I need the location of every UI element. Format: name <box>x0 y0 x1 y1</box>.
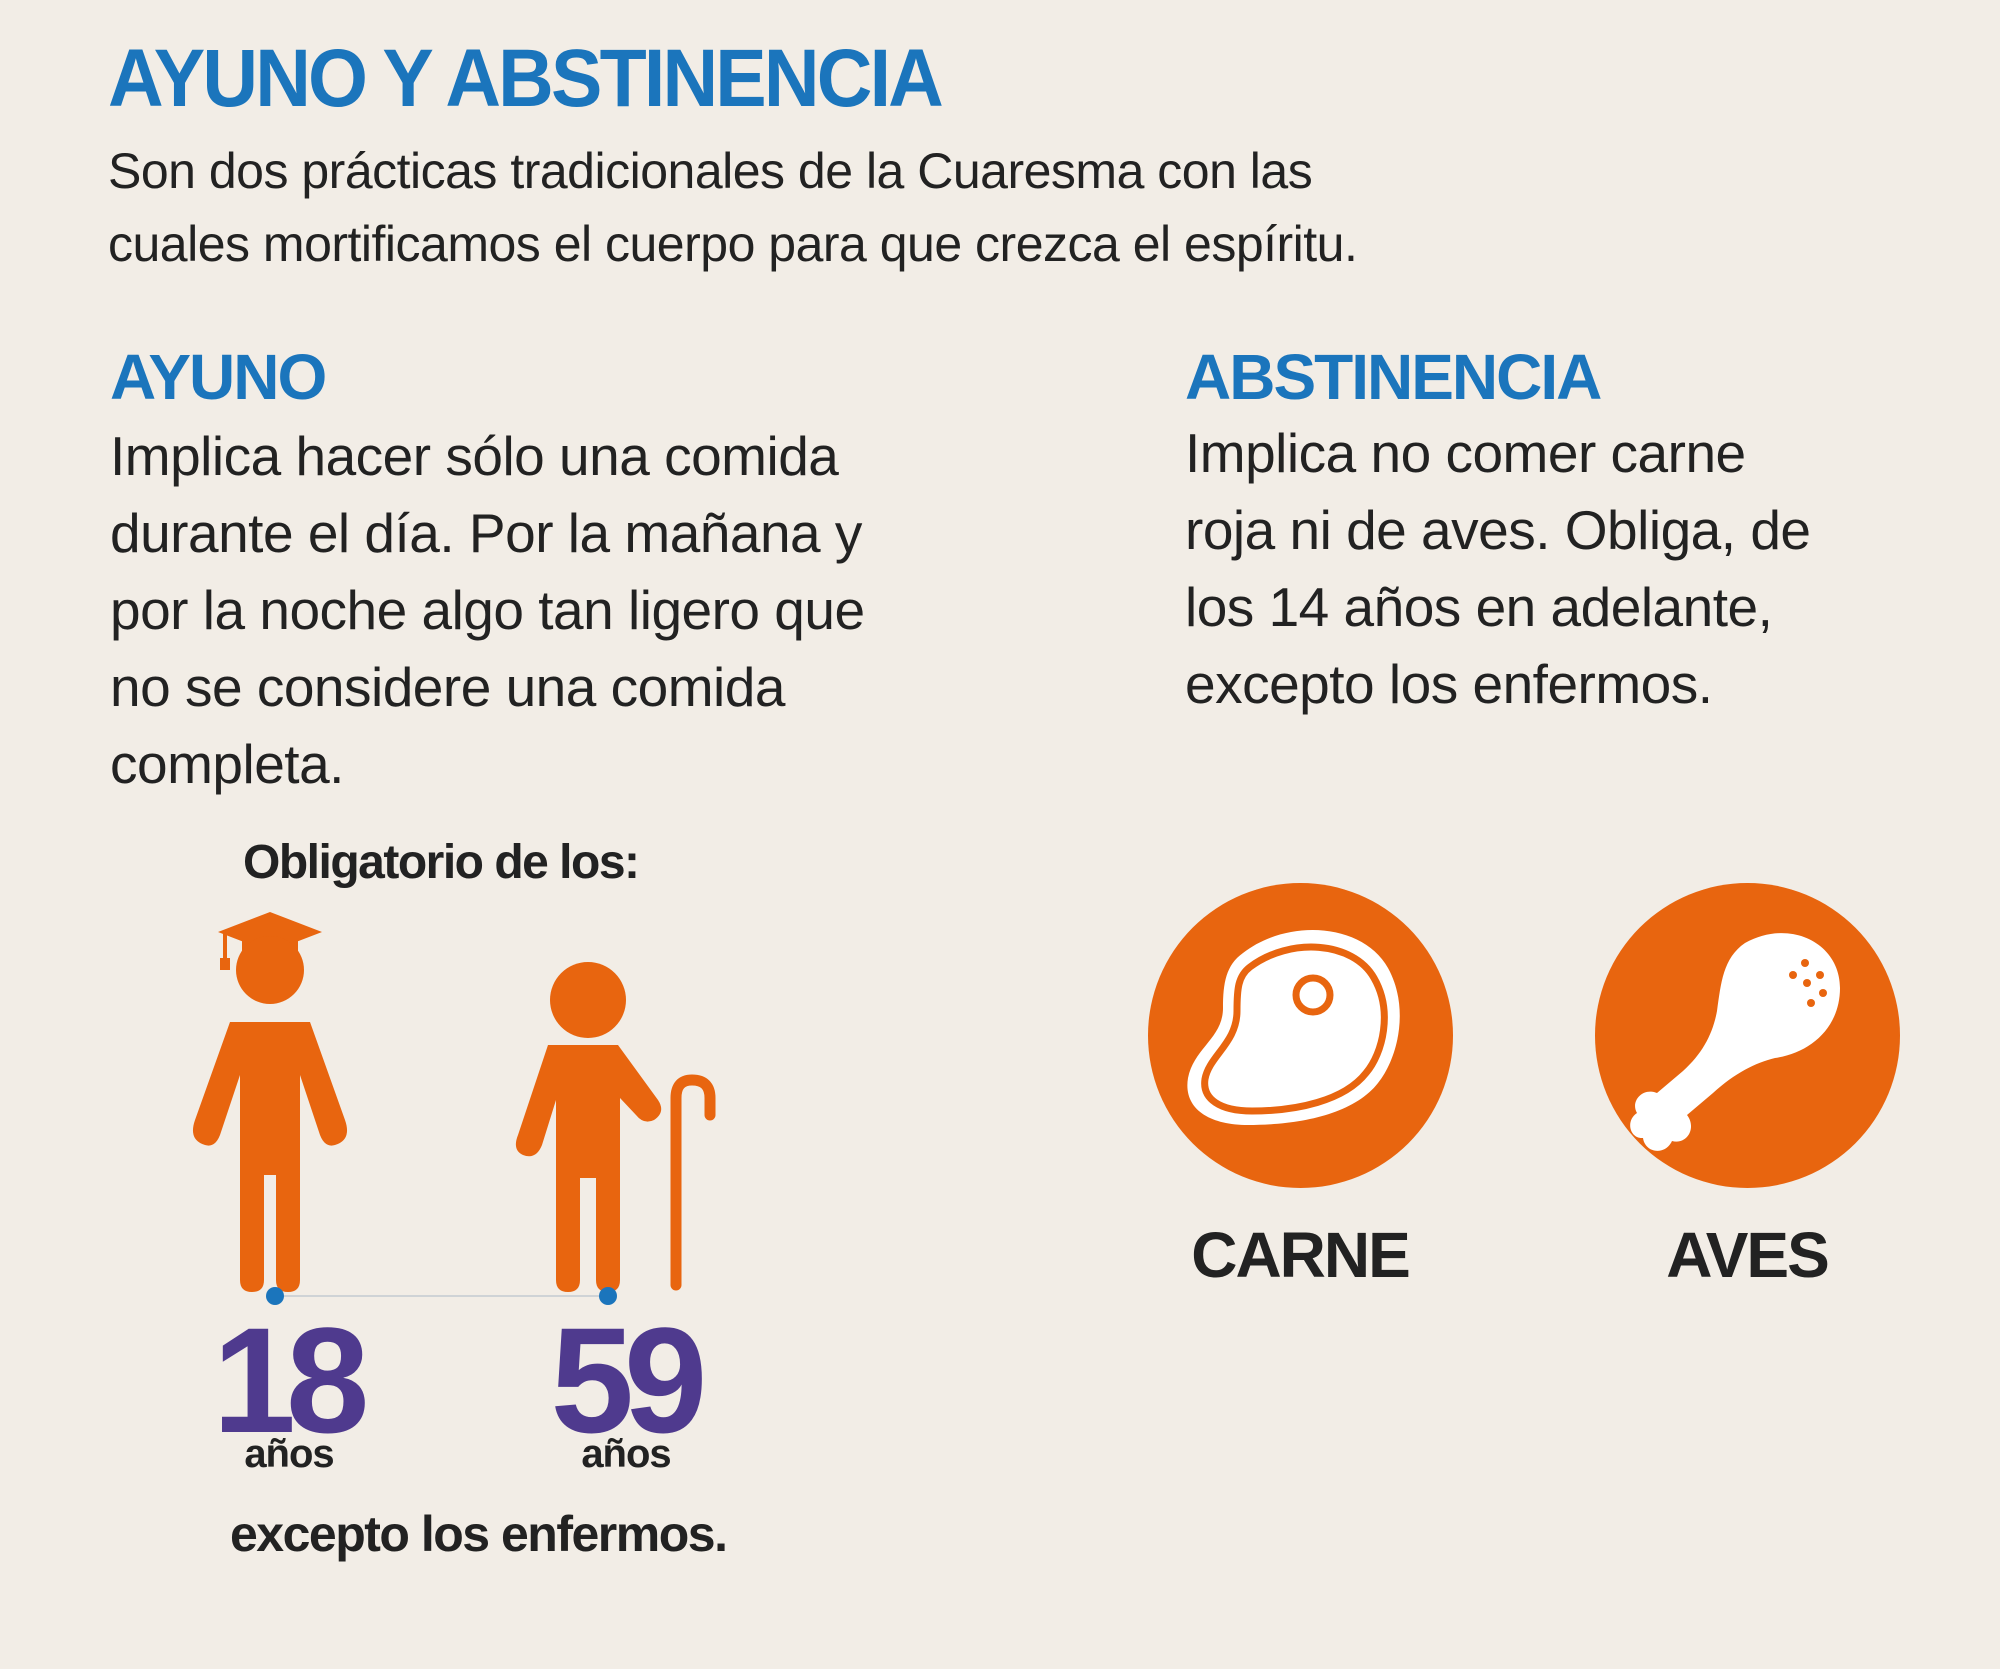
abstinencia-line-1: Implica no comer carne <box>1185 422 1746 484</box>
age-to-value: 59 <box>550 1296 708 1464</box>
age-to-unit: años <box>581 1432 671 1476</box>
abstinencia-description: Implica no comer carne roja ni de aves. … <box>1185 415 1965 723</box>
age-figures <box>192 912 716 1305</box>
ayuno-exception: excepto los enfermos. <box>230 1506 728 1562</box>
intro-line-2: cuales mortificamos el cuerpo para que c… <box>108 216 1358 272</box>
ayuno-line-1: Implica hacer sólo una comida <box>110 425 839 487</box>
abstinencia-line-3: los 14 años en adelante, <box>1185 576 1773 638</box>
obligatory-label: Obligatorio de los: <box>243 836 640 889</box>
abstinencia-title: ABSTINENCIA <box>1185 341 1602 413</box>
intro-line-1: Son dos prácticas tradicionales de la Cu… <box>108 143 1313 199</box>
chicken-leg-icon <box>1595 883 1900 1188</box>
ayuno-line-3: por la noche algo tan ligero que <box>110 579 865 641</box>
carne-label: CARNE <box>1191 1219 1411 1291</box>
age-from-value: 18 <box>212 1296 370 1464</box>
ayuno-line-2: durante el día. Por la mañana y <box>110 502 862 564</box>
graduate-person-icon <box>192 912 348 1292</box>
age-dot-start <box>266 1287 284 1305</box>
abstinencia-line-4: excepto los enfermos. <box>1185 653 1713 715</box>
aves-label: AVES <box>1666 1219 1830 1291</box>
ayuno-description: Implica hacer sólo una comida durante el… <box>110 418 1010 803</box>
intro-text: Son dos prácticas tradicionales de la Cu… <box>108 135 1608 281</box>
ayuno-title: AYUNO <box>110 341 327 413</box>
age-dot-end <box>599 1287 617 1305</box>
age-from-unit: años <box>244 1432 334 1476</box>
ayuno-line-4: no se considere una comida <box>110 656 785 718</box>
ayuno-line-5: completa. <box>110 733 344 795</box>
page-title: AYUNO Y ABSTINENCIA <box>108 33 944 124</box>
elder-person-icon <box>515 962 716 1292</box>
steak-icon <box>1148 883 1453 1188</box>
abstinencia-line-2: roja ni de aves. Obliga, de <box>1185 499 1811 561</box>
